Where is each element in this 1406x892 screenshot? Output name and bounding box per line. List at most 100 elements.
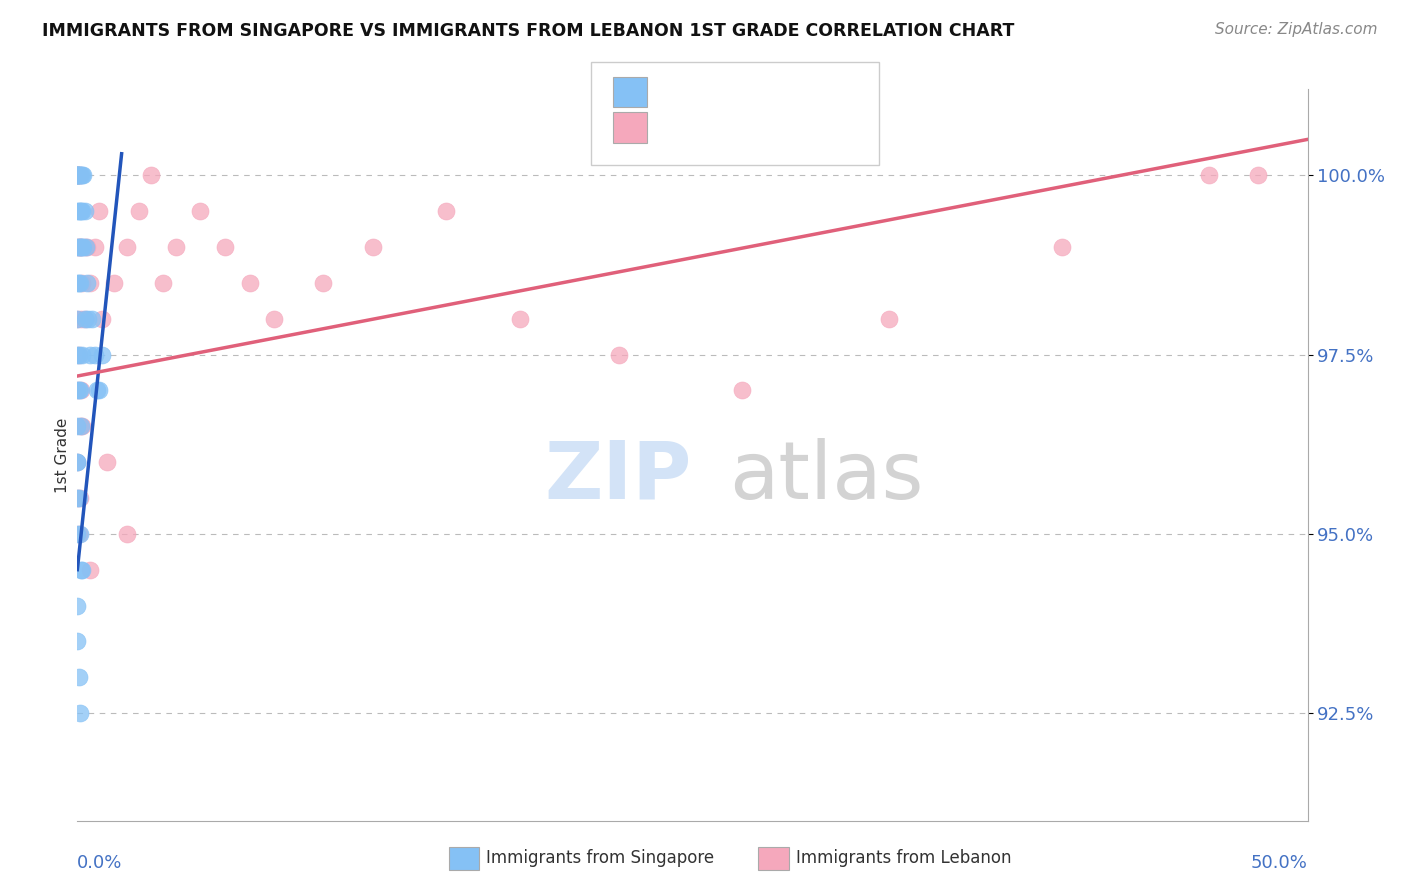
Text: 57: 57	[780, 83, 806, 101]
Point	[70, 240, 93, 254]
Point	[76, 240, 98, 254]
Text: atlas: atlas	[730, 438, 924, 516]
Point	[66, 491, 89, 505]
Point	[152, 276, 174, 290]
Point	[69, 240, 91, 254]
Point	[66, 455, 89, 469]
Point	[66, 168, 89, 182]
Point	[73, 311, 96, 326]
Point	[69, 491, 91, 505]
Point	[79, 347, 101, 361]
Point	[607, 347, 630, 361]
Point	[66, 491, 89, 505]
Point	[239, 276, 262, 290]
Point	[70, 563, 93, 577]
Point	[66, 526, 89, 541]
Point	[361, 240, 384, 254]
Point	[70, 240, 93, 254]
Point	[67, 168, 90, 182]
Point	[66, 240, 89, 254]
Point	[79, 563, 101, 577]
Point	[67, 526, 90, 541]
Point	[263, 311, 285, 326]
Text: N =: N =	[745, 119, 785, 136]
Point	[70, 204, 93, 219]
Point	[1198, 168, 1220, 182]
Point	[128, 204, 150, 219]
Point	[509, 311, 531, 326]
Point	[77, 311, 100, 326]
Text: 0.222: 0.222	[689, 119, 745, 136]
Point	[70, 240, 93, 254]
Point	[67, 384, 90, 398]
Point	[69, 706, 91, 720]
Point	[66, 384, 89, 398]
Point	[70, 276, 93, 290]
Point	[70, 347, 93, 361]
Point	[312, 276, 335, 290]
Point	[66, 347, 89, 361]
Point	[73, 204, 96, 219]
Point	[879, 311, 901, 326]
Point	[89, 384, 111, 398]
Point	[67, 168, 90, 182]
Point	[67, 276, 90, 290]
Point	[69, 168, 91, 182]
Point	[115, 526, 138, 541]
Point	[69, 276, 91, 290]
Point	[69, 384, 91, 398]
Text: 0.0%: 0.0%	[77, 854, 122, 871]
Point	[67, 204, 90, 219]
Point	[69, 240, 91, 254]
Point	[66, 168, 89, 182]
Point	[66, 599, 89, 613]
Point	[66, 384, 89, 398]
Point	[69, 419, 91, 434]
Point	[73, 311, 96, 326]
Point	[67, 240, 90, 254]
Point	[70, 563, 93, 577]
Point	[1050, 240, 1073, 254]
Point	[76, 276, 98, 290]
Point	[66, 455, 89, 469]
Point	[69, 168, 91, 182]
Point	[67, 347, 90, 361]
Text: 50.0%: 50.0%	[1251, 854, 1308, 871]
Point	[66, 168, 89, 182]
Text: IMMIGRANTS FROM SINGAPORE VS IMMIGRANTS FROM LEBANON 1ST GRADE CORRELATION CHART: IMMIGRANTS FROM SINGAPORE VS IMMIGRANTS …	[42, 22, 1015, 40]
Point	[66, 419, 89, 434]
Point	[70, 168, 93, 182]
Y-axis label: 1st Grade: 1st Grade	[55, 417, 70, 492]
Point	[82, 311, 104, 326]
Point	[67, 670, 90, 684]
Point	[67, 491, 90, 505]
Point	[188, 204, 212, 219]
Point	[66, 168, 89, 182]
Point	[1247, 168, 1270, 182]
Point	[66, 168, 89, 182]
Point	[89, 204, 111, 219]
Point	[66, 168, 89, 182]
Point	[731, 384, 754, 398]
Point	[141, 168, 163, 182]
Point	[66, 311, 89, 326]
Point	[90, 347, 114, 361]
Point	[103, 276, 125, 290]
Text: Immigrants from Singapore: Immigrants from Singapore	[486, 849, 714, 867]
Point	[75, 240, 97, 254]
Point	[115, 240, 138, 254]
Text: 0.588: 0.588	[689, 83, 747, 101]
Text: ZIP: ZIP	[546, 438, 692, 516]
Point	[83, 347, 105, 361]
Point	[66, 455, 89, 469]
Point	[66, 276, 89, 290]
Text: Immigrants from Lebanon: Immigrants from Lebanon	[796, 849, 1011, 867]
Point	[79, 276, 101, 290]
Point	[66, 168, 89, 182]
Point	[70, 419, 93, 434]
Point	[69, 204, 91, 219]
Point	[70, 311, 93, 326]
Point	[67, 240, 90, 254]
Point	[70, 204, 93, 219]
Point	[67, 168, 90, 182]
